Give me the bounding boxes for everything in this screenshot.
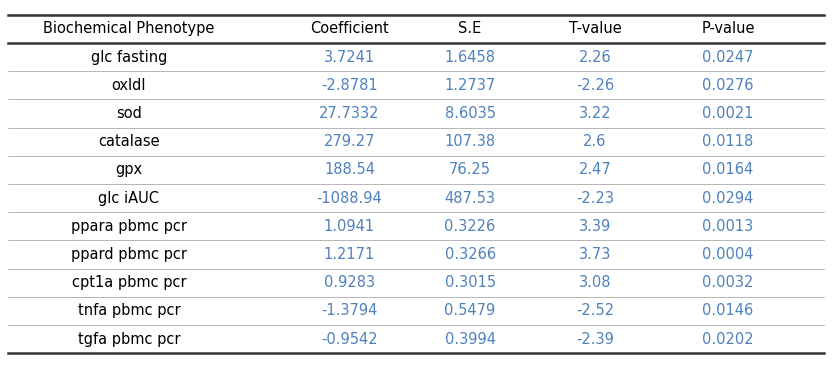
- Text: S.E: S.E: [458, 21, 482, 36]
- Text: 2.26: 2.26: [578, 50, 612, 64]
- Text: 487.53: 487.53: [444, 191, 496, 206]
- Text: ppara pbmc pcr: ppara pbmc pcr: [71, 219, 187, 234]
- Text: catalase: catalase: [98, 134, 160, 149]
- Text: 0.0032: 0.0032: [702, 275, 754, 290]
- Text: 1.2737: 1.2737: [444, 78, 496, 93]
- Text: 2.6: 2.6: [583, 134, 607, 149]
- Text: tgfa pbmc pcr: tgfa pbmc pcr: [77, 332, 181, 347]
- Text: ppard pbmc pcr: ppard pbmc pcr: [71, 247, 187, 262]
- Text: 3.73: 3.73: [579, 247, 611, 262]
- Text: 0.3015: 0.3015: [444, 275, 496, 290]
- Text: 0.0247: 0.0247: [702, 50, 754, 64]
- Text: 1.2171: 1.2171: [324, 247, 375, 262]
- Text: 3.7241: 3.7241: [324, 50, 375, 64]
- Text: 3.08: 3.08: [578, 275, 612, 290]
- Text: Biochemical Phenotype: Biochemical Phenotype: [43, 21, 215, 36]
- Text: -1.3794: -1.3794: [321, 304, 378, 318]
- Text: T-value: T-value: [568, 21, 622, 36]
- Text: oxldl: oxldl: [111, 78, 146, 93]
- Text: 8.6035: 8.6035: [444, 106, 496, 121]
- Text: P-value: P-value: [701, 21, 755, 36]
- Text: -2.26: -2.26: [576, 78, 614, 93]
- Text: 107.38: 107.38: [444, 134, 496, 149]
- Text: 0.3994: 0.3994: [444, 332, 496, 347]
- Text: 0.0164: 0.0164: [702, 162, 754, 177]
- Text: -2.8781: -2.8781: [321, 78, 378, 93]
- Text: 0.3226: 0.3226: [444, 219, 496, 234]
- Text: 0.3266: 0.3266: [444, 247, 496, 262]
- Text: 0.0021: 0.0021: [702, 106, 754, 121]
- Text: 27.7332: 27.7332: [319, 106, 379, 121]
- Text: 0.0276: 0.0276: [702, 78, 754, 93]
- Text: 0.0202: 0.0202: [702, 332, 754, 347]
- Text: Coefficient: Coefficient: [310, 21, 389, 36]
- Text: 188.54: 188.54: [324, 162, 375, 177]
- Text: 2.47: 2.47: [578, 162, 612, 177]
- Text: 0.9283: 0.9283: [324, 275, 375, 290]
- Text: glc iAUC: glc iAUC: [98, 191, 160, 206]
- Text: -0.9542: -0.9542: [321, 332, 378, 347]
- Text: gpx: gpx: [116, 162, 142, 177]
- Text: 1.0941: 1.0941: [324, 219, 375, 234]
- Text: -2.23: -2.23: [576, 191, 614, 206]
- Text: -2.39: -2.39: [576, 332, 614, 347]
- Text: -1088.94: -1088.94: [316, 191, 383, 206]
- Text: -2.52: -2.52: [576, 304, 614, 318]
- Text: 0.0146: 0.0146: [702, 304, 754, 318]
- Text: 0.0294: 0.0294: [702, 191, 754, 206]
- Text: 3.22: 3.22: [578, 106, 612, 121]
- Text: glc fasting: glc fasting: [91, 50, 167, 64]
- Text: sod: sod: [116, 106, 142, 121]
- Text: 76.25: 76.25: [449, 162, 491, 177]
- Text: 0.5479: 0.5479: [444, 304, 496, 318]
- Text: 279.27: 279.27: [324, 134, 375, 149]
- Text: cpt1a pbmc pcr: cpt1a pbmc pcr: [72, 275, 186, 290]
- Text: 0.0118: 0.0118: [702, 134, 754, 149]
- Text: 0.0004: 0.0004: [702, 247, 754, 262]
- Text: 3.39: 3.39: [579, 219, 611, 234]
- Text: tnfa pbmc pcr: tnfa pbmc pcr: [77, 304, 181, 318]
- Text: 1.6458: 1.6458: [444, 50, 496, 64]
- Text: 0.0013: 0.0013: [702, 219, 754, 234]
